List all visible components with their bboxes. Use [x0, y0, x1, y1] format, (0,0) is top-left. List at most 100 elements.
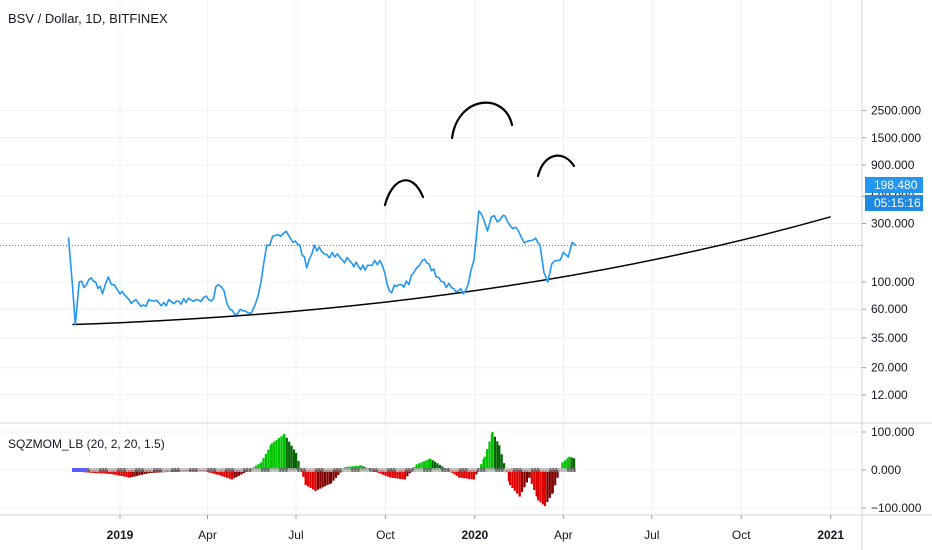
squeeze-dot: [357, 468, 360, 472]
squeeze-dot: [564, 468, 567, 472]
momentum-bar: [420, 462, 423, 470]
momentum-bar: [455, 470, 458, 476]
squeeze-dot: [201, 468, 204, 472]
squeeze-dot: [522, 468, 525, 472]
squeeze-dot: [258, 468, 261, 472]
momentum-bar: [316, 470, 319, 490]
y-tick-label: 60.000: [871, 302, 908, 316]
momentum-bar: [88, 470, 91, 473]
squeeze-dot: [366, 468, 369, 472]
squeeze-dot: [150, 468, 153, 472]
squeeze-dot: [411, 468, 414, 472]
momentum-bar: [508, 470, 512, 486]
momentum-bar: [491, 432, 494, 470]
momentum-bar: [125, 470, 128, 477]
squeeze-dot: [273, 468, 276, 472]
x-tick-label: Jul: [644, 528, 659, 542]
momentum-bar: [360, 465, 363, 470]
momentum-bar: [324, 470, 327, 487]
squeeze-dot: [495, 468, 498, 472]
squeeze-dot: [99, 468, 102, 472]
squeeze-dot: [162, 468, 165, 472]
squeeze-dot: [261, 468, 264, 472]
squeeze-dot: [360, 468, 363, 472]
momentum-bar: [120, 470, 123, 476]
momentum-bar: [328, 470, 331, 484]
squeeze-dot: [339, 468, 342, 472]
squeeze-dot: [417, 468, 420, 472]
squeeze-dot: [303, 468, 306, 472]
squeeze-dot: [519, 468, 522, 472]
squeeze-dot: [354, 468, 357, 472]
momentum-bar: [302, 470, 305, 477]
momentum-bar: [518, 470, 521, 497]
momentum-bar: [480, 464, 483, 470]
squeeze-dot: [459, 468, 462, 472]
squeeze-dot: [492, 468, 495, 472]
squeeze-dot: [177, 468, 180, 472]
squeeze-dot: [525, 468, 528, 472]
momentum-bar: [260, 462, 263, 470]
squeeze-dots-on: [72, 468, 88, 472]
x-tick-label: Oct: [732, 528, 751, 542]
squeeze-dot: [513, 468, 516, 472]
momentum-bar: [422, 461, 425, 470]
squeeze-dot: [300, 468, 303, 472]
momentum-bar: [436, 463, 439, 470]
squeeze-dot: [561, 468, 564, 472]
x-tick-label: 2021: [817, 528, 844, 542]
momentum-bar: [238, 470, 241, 476]
x-tick-label: Apr: [554, 528, 573, 542]
symbol-title: BSV / Dollar, 1D, BITFINEX: [8, 11, 168, 26]
squeeze-dot: [486, 468, 489, 472]
squeeze-dot: [393, 468, 396, 472]
momentum-bar: [131, 470, 134, 477]
squeeze-dot: [132, 468, 135, 472]
squeeze-dot: [438, 468, 441, 472]
momentum-bar: [190, 470, 194, 471]
squeeze-dot: [558, 468, 561, 472]
last-price-badge: 198.480: [865, 177, 923, 193]
squeeze-dot: [327, 468, 330, 472]
momentum-bar: [465, 470, 468, 479]
squeeze-dot: [381, 468, 384, 472]
squeeze-dot: [333, 468, 336, 472]
momentum-bar: [140, 470, 143, 475]
momentum-bar: [546, 470, 549, 502]
y-tick-label: 1500.000: [871, 131, 921, 145]
momentum-bar: [535, 470, 538, 497]
squeeze-dot: [180, 468, 183, 472]
squeeze-dot: [87, 468, 90, 472]
momentum-bar: [425, 460, 428, 470]
momentum-bar: [277, 438, 281, 470]
momentum-bar: [539, 470, 542, 503]
squeeze-dot: [348, 468, 351, 472]
momentum-bar: [304, 470, 307, 486]
momentum-bar: [115, 470, 118, 476]
momentum-bar: [216, 470, 219, 475]
squeeze-dot: [138, 468, 141, 472]
squeeze-dot: [315, 468, 318, 472]
squeeze-dot: [549, 468, 552, 472]
squeeze-dot: [192, 468, 195, 472]
squeeze-dot: [423, 468, 426, 472]
momentum-bar: [551, 470, 554, 493]
momentum-bar: [311, 470, 315, 490]
momentum-bar: [347, 466, 350, 470]
annotation-arc: [383, 179, 425, 207]
x-tick-label: 2019: [107, 528, 134, 542]
squeeze-dot: [405, 468, 408, 472]
countdown-badge: 05:15:16: [865, 195, 923, 211]
momentum-bar: [384, 470, 387, 476]
momentum-bar: [431, 460, 434, 470]
momentum-bar: [326, 470, 329, 485]
annotation-arc: [536, 154, 576, 178]
squeeze-dot: [507, 468, 510, 472]
momentum-bar: [321, 470, 324, 488]
squeeze-dot: [345, 468, 348, 472]
momentum-bar: [483, 456, 486, 470]
momentum-bar: [434, 461, 437, 470]
momentum-bar: [356, 465, 359, 470]
momentum-bar: [240, 470, 243, 475]
squeeze-dot: [111, 468, 114, 472]
